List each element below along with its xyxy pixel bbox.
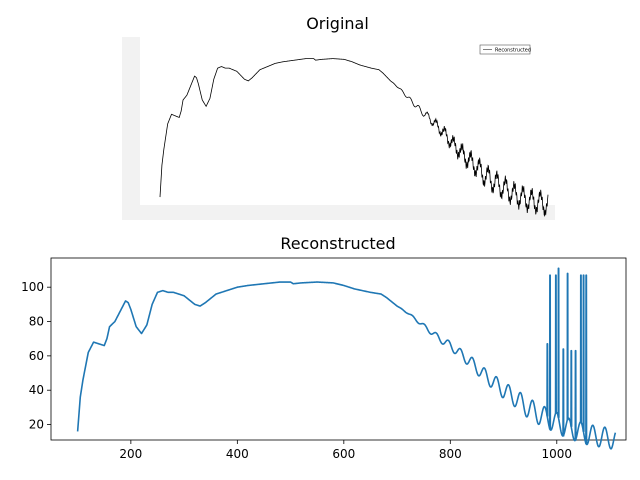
x-tick-label: 600 <box>332 447 355 461</box>
original-legend-label: Reconstructed <box>495 48 531 54</box>
y-tick-label: 40 <box>29 383 44 397</box>
x-tick-label: 800 <box>439 447 462 461</box>
original-legend-box <box>479 44 531 55</box>
reconstructed-title: Reconstructed <box>280 234 395 253</box>
x-axis-ticks: 200 400 600 800 1000 <box>119 440 572 461</box>
y-tick-label: 80 <box>29 315 44 329</box>
original-title: Original <box>306 14 369 33</box>
original-plot-area <box>140 37 555 205</box>
y-tick-label: 20 <box>29 418 44 432</box>
original-image: Reconstructed <box>122 37 555 220</box>
x-tick-label: 1000 <box>542 447 573 461</box>
x-tick-label: 200 <box>119 447 142 461</box>
reconstructed-axes: 200 400 600 800 1000 20 40 60 80 100 <box>21 257 627 461</box>
y-axis-ticks: 20 40 60 80 100 <box>21 280 51 432</box>
y-tick-label: 100 <box>21 280 44 294</box>
original-legend: Reconstructed <box>479 44 531 55</box>
x-tick-label: 400 <box>226 447 249 461</box>
original-curve <box>159 58 549 217</box>
y-tick-label: 60 <box>29 349 44 363</box>
reconstructed-series-line <box>76 267 617 450</box>
reconstructed-plot-frame <box>50 257 627 441</box>
